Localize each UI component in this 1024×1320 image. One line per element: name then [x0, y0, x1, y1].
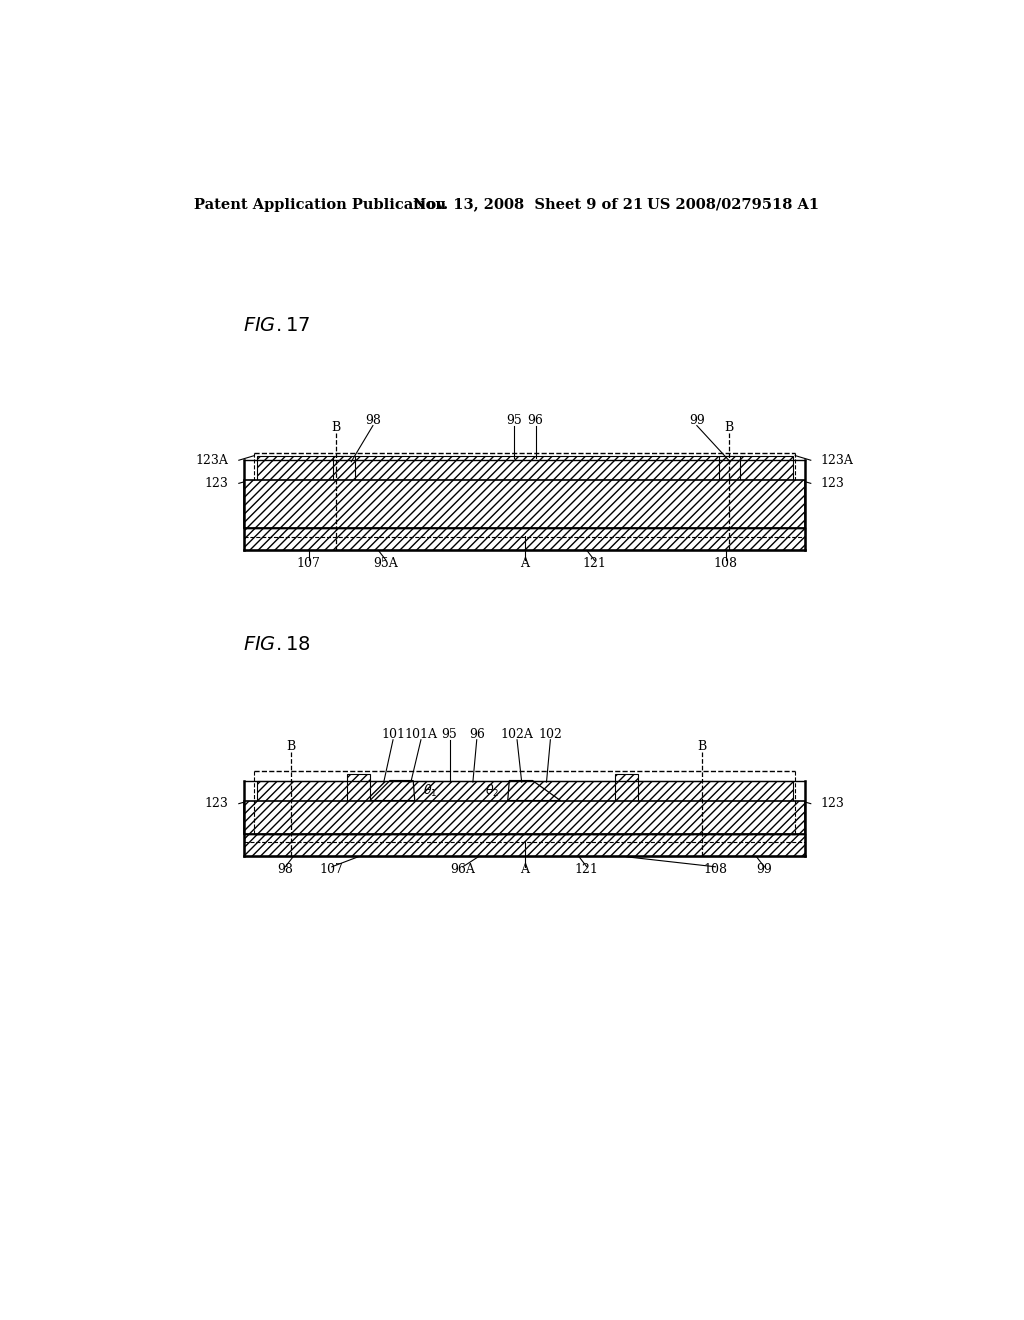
Text: B: B	[286, 741, 295, 754]
Text: 121: 121	[583, 557, 606, 570]
Text: 98: 98	[278, 863, 293, 876]
Text: Nov. 13, 2008  Sheet 9 of 21: Nov. 13, 2008 Sheet 9 of 21	[414, 198, 643, 211]
Text: US 2008/0279518 A1: US 2008/0279518 A1	[647, 198, 819, 211]
Text: 123: 123	[205, 477, 228, 490]
Polygon shape	[508, 780, 560, 800]
Text: $\mathit{FIG.17}$: $\mathit{FIG.17}$	[243, 317, 310, 335]
Text: $\mathit{FIG.18}$: $\mathit{FIG.18}$	[243, 636, 310, 653]
Text: 107: 107	[297, 557, 321, 570]
Bar	[346, 775, 370, 800]
Bar	[334, 455, 355, 480]
Text: B: B	[697, 741, 707, 754]
Text: 123: 123	[821, 797, 845, 810]
Text: 99: 99	[689, 413, 705, 426]
Text: 95A: 95A	[374, 557, 398, 570]
Text: 96A: 96A	[451, 863, 475, 876]
Polygon shape	[370, 780, 415, 800]
Text: 99: 99	[757, 863, 772, 876]
Text: 101: 101	[381, 727, 406, 741]
Text: 121: 121	[574, 863, 599, 876]
Bar	[245, 834, 805, 857]
Text: A: A	[520, 863, 529, 876]
Text: 95: 95	[506, 413, 522, 426]
Text: 96: 96	[469, 727, 484, 741]
Text: 108: 108	[703, 863, 727, 876]
Bar	[719, 455, 740, 480]
Text: 108: 108	[714, 557, 737, 570]
Text: $\theta_1$: $\theta_1$	[423, 783, 437, 800]
Text: $\theta_2$: $\theta_2$	[485, 783, 500, 800]
Text: 123: 123	[205, 797, 228, 810]
Bar	[245, 528, 805, 549]
Text: B: B	[725, 421, 734, 434]
Text: 102: 102	[539, 727, 562, 741]
Text: 101A: 101A	[404, 727, 437, 741]
Text: 95: 95	[441, 727, 458, 741]
Bar	[257, 457, 793, 480]
Text: 96: 96	[527, 413, 544, 426]
Text: 123: 123	[821, 477, 845, 490]
Text: 107: 107	[319, 863, 344, 876]
Bar	[614, 775, 638, 800]
Bar	[257, 780, 793, 800]
Text: 98: 98	[365, 413, 381, 426]
Bar	[245, 480, 805, 528]
Text: B: B	[331, 421, 340, 434]
Text: 102A: 102A	[501, 727, 534, 741]
Text: Patent Application Publication: Patent Application Publication	[194, 198, 445, 211]
Text: A: A	[520, 557, 529, 570]
Bar	[245, 800, 805, 834]
Text: 123A: 123A	[196, 454, 228, 467]
Text: 123A: 123A	[821, 454, 854, 467]
